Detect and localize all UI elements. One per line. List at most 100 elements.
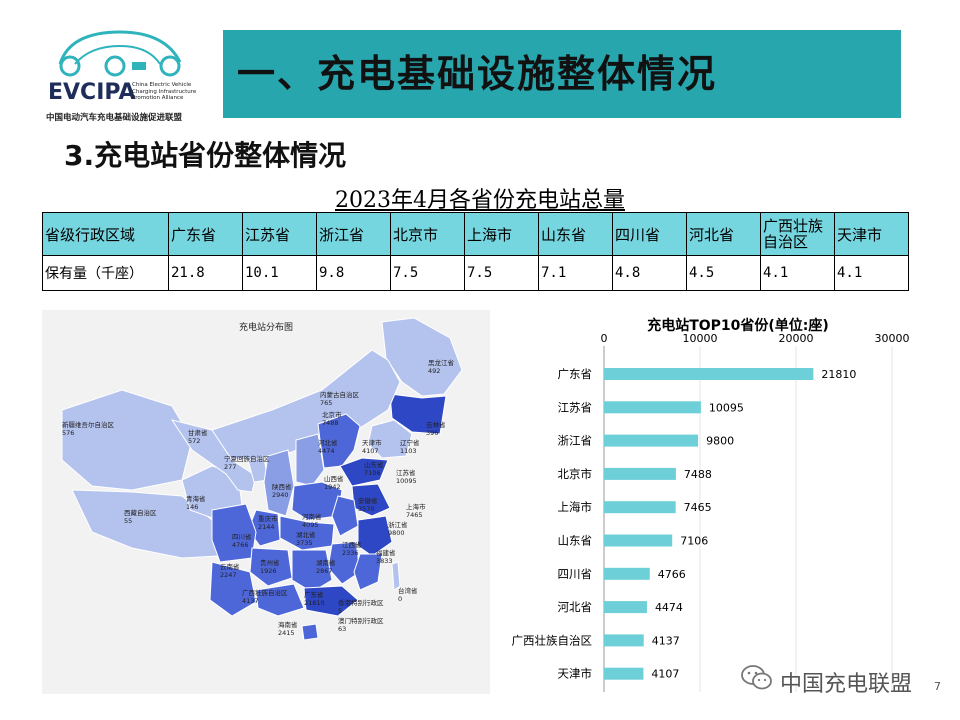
map-label-value: 1103 (400, 446, 417, 455)
table-header-cell: 北京市 (390, 212, 465, 256)
map-label-value: 3833 (376, 556, 393, 565)
map-label-value: 1942 (324, 482, 341, 491)
charging-station-map: 充电站分布图 (42, 310, 490, 694)
table-header-cell: 广东省 (168, 212, 243, 256)
map-label-value: 2940 (272, 490, 289, 499)
map-label-name: 安徽省 (358, 497, 378, 505)
table-header-cell: 广西壮族自治区 (760, 212, 835, 256)
map-label: 吉林省 396 (426, 421, 446, 437)
logo-brand: EVCIPA (48, 80, 136, 105)
wechat-icon (741, 665, 772, 690)
x-tick-label: 20000 (779, 332, 814, 345)
table-cell: 4.5 (686, 255, 761, 291)
category-label: 浙江省 (558, 434, 593, 448)
map-label-name: 湖南省 (316, 559, 336, 567)
table-value-row: 保有量（千座） 21.8 10.1 9.8 7.5 7.5 7.1 4.8 4.… (42, 255, 909, 291)
map-label-value: 2867 (316, 566, 333, 575)
map-label: 广东省 21810 (304, 591, 325, 607)
bar (604, 667, 644, 680)
map-label-value: 3570 (358, 504, 375, 513)
map-label: 宁夏回族自治区 277 (224, 455, 270, 471)
table-cell: 4.8 (612, 255, 687, 291)
map-label: 黑龙江省 492 (428, 359, 454, 375)
bar (604, 501, 676, 514)
bar (604, 634, 644, 647)
map-label-name: 西藏自治区 (124, 509, 157, 517)
map-label: 贵州省 1926 (260, 559, 280, 575)
table-cell: 7.5 (464, 255, 539, 291)
map-label: 香港特别行政区 5 (338, 599, 384, 615)
map-label-value: 0 (398, 594, 403, 603)
bar (604, 368, 814, 380)
map-label-value: 277 (224, 462, 237, 471)
map-label-name: 浙江省 (388, 521, 408, 529)
map-label-value: 4107 (362, 446, 379, 455)
map-label: 湖北省 3735 (296, 531, 316, 547)
map-label-value: 3735 (296, 538, 313, 547)
map-label: 台湾省 0 (398, 587, 418, 603)
table-cell: 7.1 (538, 255, 613, 291)
map-label-value: 4095 (302, 520, 319, 529)
table-cell: 9.8 (316, 255, 391, 291)
bar (604, 434, 699, 447)
map-label-name: 江西省 (342, 541, 362, 549)
map-label: 福建省 3833 (376, 549, 396, 565)
map-label-name: 辽宁省 (400, 439, 420, 447)
map-label: 河南省 4095 (302, 513, 322, 529)
category-label: 广西壮族自治区 (512, 633, 593, 647)
map-label-name: 宁夏回族自治区 (224, 455, 270, 463)
map-label-name: 贵州省 (260, 559, 280, 567)
map-label-value: 4766 (232, 540, 249, 549)
data-label: 10095 (709, 401, 744, 414)
map-label: 甘肃省 572 (188, 429, 208, 445)
map-label: 陕西省 2940 (272, 483, 292, 499)
map-label-value: 572 (188, 436, 201, 445)
data-label: 7465 (684, 501, 712, 514)
map-label-name: 天津市 (362, 439, 382, 447)
map-label-name: 澳门特别行政区 (338, 617, 384, 625)
map-label-name: 重庆市 (258, 515, 278, 523)
ev-car-logo-icon (58, 30, 182, 77)
map-label-name: 山东省 (364, 461, 384, 469)
table-header-row: 省级行政区域 广东省 江苏省 浙江省 北京市 上海市 山东省 四川省 河北省 广… (42, 212, 909, 256)
category-label: 河北省 (558, 600, 593, 614)
map-label-name: 四川省 (232, 533, 252, 541)
logo-english-line: Promotion Alliance (132, 95, 184, 101)
logo-english-line: China Electric Vehicle (132, 82, 192, 88)
category-label: 广东省 (558, 367, 593, 381)
map-label: 内蒙古自治区 765 (320, 391, 359, 407)
map-label-value: 4474 (318, 446, 335, 455)
category-label: 上海市 (558, 500, 593, 514)
bar (604, 401, 701, 414)
map-label-name: 北京市 (322, 411, 342, 419)
map-label: 北京市 7488 (322, 411, 342, 427)
map-label-value: 63 (338, 624, 347, 633)
map-label-name: 河南省 (302, 513, 322, 521)
map-label: 辽宁省 1103 (400, 439, 420, 455)
table-header-cell: 四川省 (612, 212, 687, 256)
x-tick-label: 0 (601, 332, 608, 345)
map-label: 江苏省 10095 (396, 469, 417, 485)
top10-bar-chart: 充电站TOP10省份(单位:座) 0 10000 20000 30000 广东省 218… (512, 317, 910, 692)
table-row-header: 省级行政区域 (42, 212, 169, 256)
logo-english-name: China Electric Vehicle Charging Infrastr… (132, 82, 204, 102)
map-label: 山东省 7106 (364, 461, 384, 477)
map-label: 天津市 4107 (362, 439, 382, 455)
table-row-header: 保有量（千座） (42, 255, 169, 291)
map-label-name: 新疆维吾尔自治区 (62, 421, 114, 429)
map-label-value: 2336 (342, 548, 359, 557)
map-label-name: 吉林省 (426, 421, 446, 429)
map-label-name: 黑龙江省 (428, 359, 454, 367)
map-label-value: 492 (428, 366, 441, 375)
table-cell: 4.1 (834, 255, 909, 291)
map-label: 新疆维吾尔自治区 576 (62, 421, 114, 437)
map-label-name: 甘肃省 (188, 429, 208, 437)
bar (604, 567, 650, 580)
map-label-value: 55 (124, 516, 133, 525)
data-label: 21810 (821, 368, 856, 381)
category-label: 天津市 (558, 667, 593, 681)
china-map-shape (61, 317, 463, 641)
data-label: 9800 (706, 435, 734, 448)
map-label-value: 2144 (258, 522, 275, 531)
page-title: 一、充电基础设施整体情况 (237, 52, 718, 96)
